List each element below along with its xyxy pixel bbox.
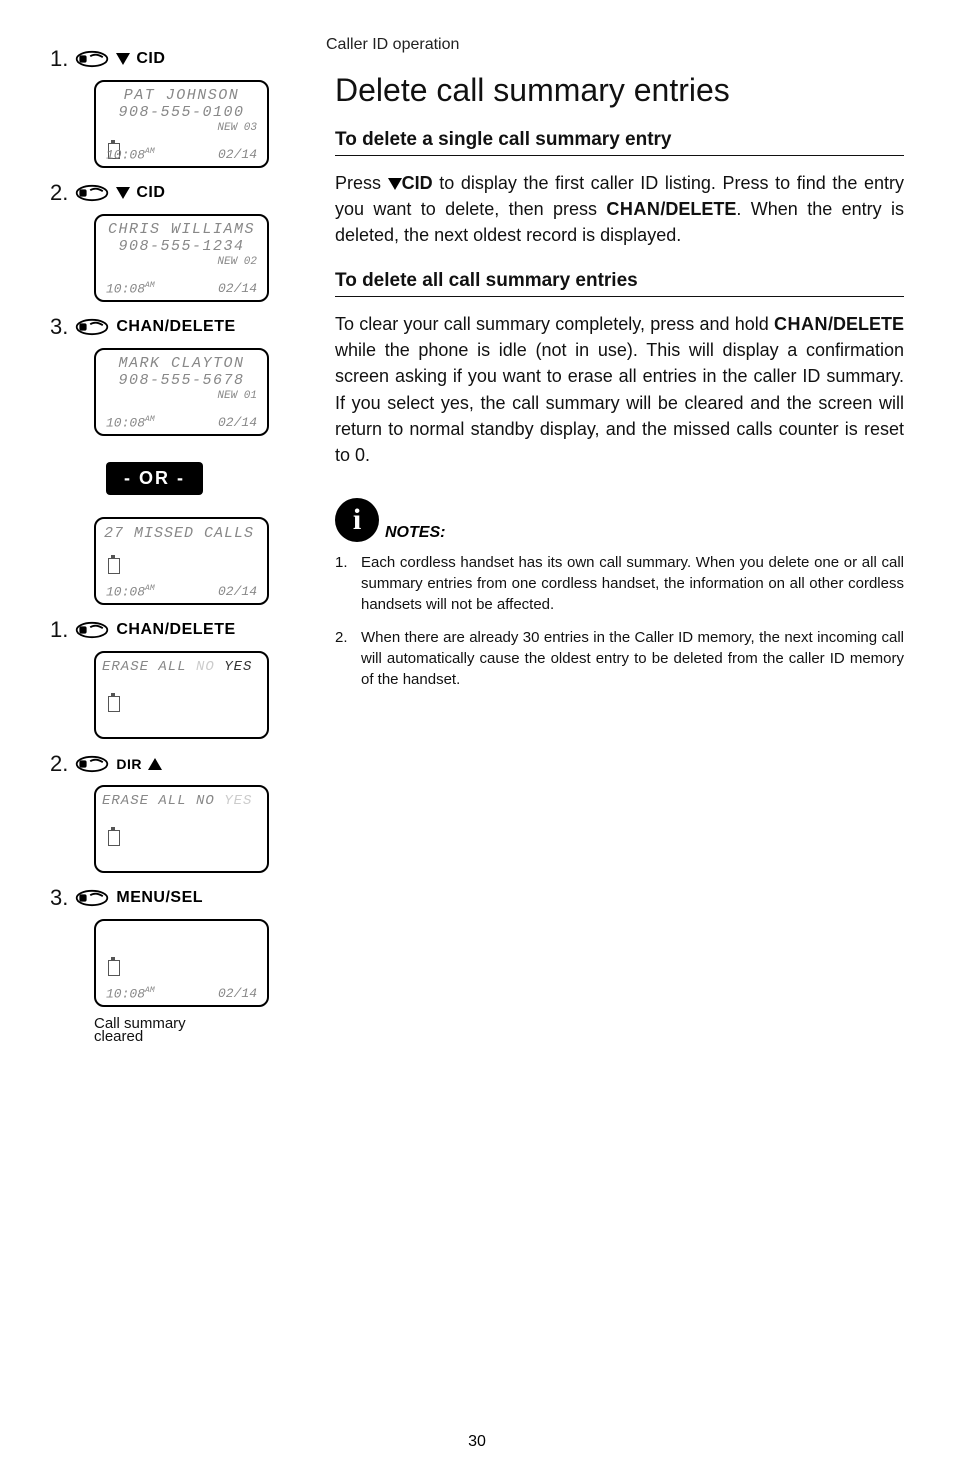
lcd-caller-number: 908-555-5678 <box>104 372 259 389</box>
dir-label: DIR <box>116 756 142 772</box>
info-icon: i <box>335 498 379 542</box>
note-text: Each cordless handset has its own call s… <box>361 552 904 615</box>
lcd-time: 10:08 <box>106 281 145 296</box>
lcd-erase-no: NO <box>196 659 215 675</box>
lcd-time: 10:08 <box>106 415 145 430</box>
down-arrow-icon <box>116 187 130 199</box>
left-steps-column: 1. CID PAT JOHNSON 908-555-0100 NEW 03 1… <box>50 40 305 1045</box>
notes-label: NOTES: <box>385 524 445 542</box>
lcd-caller-number: 908-555-0100 <box>104 104 259 121</box>
step-1b-row: 1. CHAN/DELETE <box>50 617 305 643</box>
sel-label: /SEL <box>165 889 203 906</box>
battery-icon <box>106 827 120 845</box>
battery-icon <box>106 957 120 975</box>
cid-label: CID <box>136 184 165 202</box>
step-2-row: 2. CID <box>50 180 305 206</box>
main-content-column: Delete call summary entries To delete a … <box>335 40 904 1045</box>
lcd-caller-number: 908-555-1234 <box>104 238 259 255</box>
lcd-screen-3: MARK CLAYTON 908-555-5678 NEW 01 10:08AM… <box>94 348 269 436</box>
phone-icon <box>74 619 110 641</box>
step-number: 2. <box>50 751 68 777</box>
step-number: 1. <box>50 617 68 643</box>
or-divider: - OR - <box>106 462 203 495</box>
lcd-screen-erase-1: ERASE ALL NO YES <box>94 651 269 739</box>
phone-icon <box>74 753 110 775</box>
caption-line2: cleared <box>94 1028 305 1045</box>
lcd-date: 02/14 <box>218 147 257 162</box>
phone-icon <box>74 182 110 204</box>
note-number: 1. <box>335 552 353 615</box>
lcd-date: 02/14 <box>218 986 257 1001</box>
lcd-ampm: AM <box>145 281 155 290</box>
section-2-body: To clear your call summary completely, p… <box>335 311 904 468</box>
battery-icon <box>106 693 120 711</box>
step-number: 3. <box>50 314 68 340</box>
lcd-caller-name: PAT JOHNSON <box>104 87 259 104</box>
lcd-ampm: AM <box>145 584 155 593</box>
down-arrow-icon <box>388 178 402 190</box>
lcd-date: 02/14 <box>218 584 257 599</box>
step-number: 2. <box>50 180 68 206</box>
step-2b-row: 2. DIR <box>50 751 305 777</box>
note-2: 2. When there are already 30 entries in … <box>335 627 904 690</box>
lcd-ampm: AM <box>145 415 155 424</box>
step-number: 3. <box>50 885 68 911</box>
down-arrow-icon <box>116 53 130 65</box>
lcd-screen-2: CHRIS WILLIAMS 908-555-1234 NEW 02 10:08… <box>94 214 269 302</box>
lcd-new-count: NEW 03 <box>217 122 257 134</box>
step-1-row: 1. CID <box>50 46 305 72</box>
page-number: 30 <box>0 1433 954 1451</box>
page-title: Delete call summary entries <box>335 72 904 109</box>
lcd-erase-yes: YES <box>215 659 253 675</box>
battery-icon <box>106 555 120 573</box>
lcd-erase-yes: YES <box>224 793 252 809</box>
note-1: 1. Each cordless handset has its own cal… <box>335 552 904 615</box>
lcd-ampm: AM <box>145 147 155 156</box>
lcd-ampm: AM <box>145 986 155 995</box>
chan-label: CHAN <box>116 318 164 335</box>
lcd-caller-name: MARK CLAYTON <box>104 355 259 372</box>
delete-label: /DELETE <box>165 318 236 335</box>
breadcrumb: Caller ID operation <box>326 36 459 54</box>
lcd-new-count: NEW 02 <box>217 256 257 268</box>
step-3b-row: 3. MENU/SEL <box>50 885 305 911</box>
lcd-caller-name: CHRIS WILLIAMS <box>104 221 259 238</box>
step-3-row: 3. CHAN/DELETE <box>50 314 305 340</box>
delete-label: /DELETE <box>165 621 236 638</box>
cid-label: CID <box>136 50 165 68</box>
lcd-erase-prefix: ERASE ALL <box>102 659 196 675</box>
phone-icon <box>74 316 110 338</box>
step-number: 1. <box>50 46 68 72</box>
lcd-date: 02/14 <box>218 415 257 430</box>
section-2-heading: To delete all call summary entries <box>335 270 904 297</box>
menu-label: MENU <box>116 889 165 906</box>
lcd-screen-missed: 27 MISSED CALLS 10:08AM 02/14 <box>94 517 269 605</box>
lcd-time: 10:08 <box>106 986 145 1001</box>
lcd-screen-erase-2: ERASE ALL NO YES <box>94 785 269 873</box>
up-arrow-icon <box>148 758 162 770</box>
lcd-new-count: NEW 01 <box>217 390 257 402</box>
lcd-date: 02/14 <box>218 281 257 296</box>
section-1-heading: To delete a single call summary entry <box>335 129 904 156</box>
lcd-erase-prefix: ERASE ALL NO <box>102 793 224 809</box>
notes-header: i NOTES: <box>335 498 904 542</box>
lcd-time: 10:08 <box>106 584 145 599</box>
section-1-body: Press CID to display the first caller ID… <box>335 170 904 248</box>
lcd-time: 10:08 <box>106 147 145 162</box>
lcd-missed-text: 27 MISSED CALLS <box>104 525 254 542</box>
lcd-screen-cleared: 10:08AM 02/14 <box>94 919 269 1007</box>
note-text: When there are already 30 entries in the… <box>361 627 904 690</box>
lcd-screen-1: PAT JOHNSON 908-555-0100 NEW 03 10:08AM … <box>94 80 269 168</box>
phone-icon <box>74 48 110 70</box>
phone-icon <box>74 887 110 909</box>
chan-label: CHAN <box>116 621 164 638</box>
note-number: 2. <box>335 627 353 690</box>
